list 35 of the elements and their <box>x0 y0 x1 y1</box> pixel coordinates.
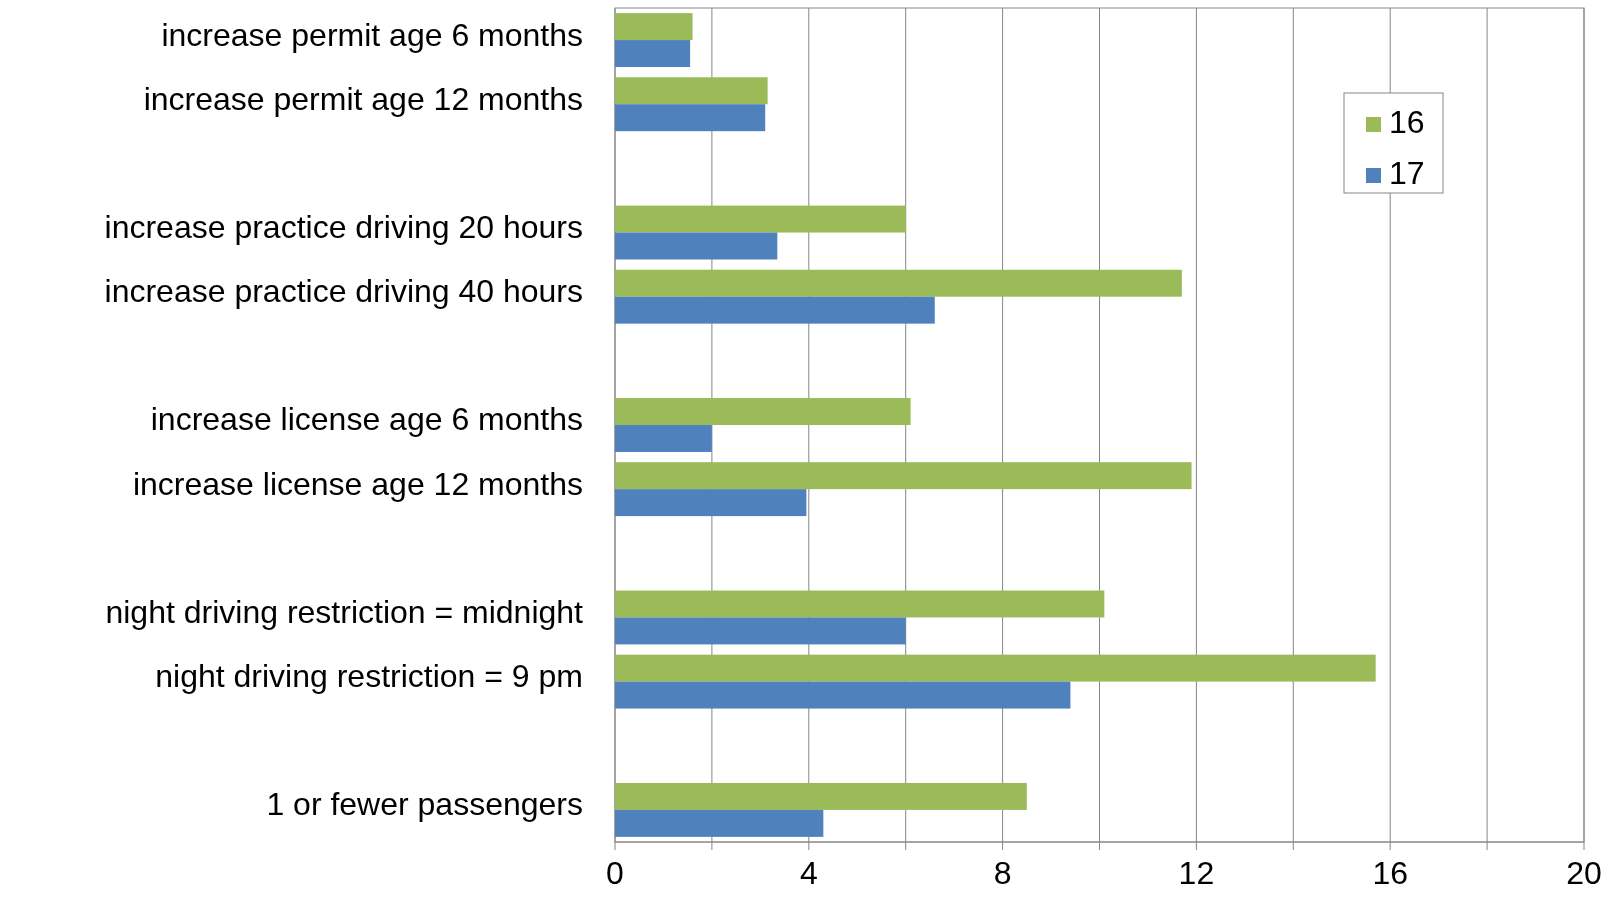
bar <box>615 681 1071 709</box>
x-tick-label: 4 <box>799 855 818 891</box>
x-tick-label: 0 <box>606 855 624 891</box>
bar <box>615 617 906 645</box>
bar <box>615 13 693 41</box>
bar <box>615 269 1182 297</box>
y-tick-label: night driving restriction = midnight <box>105 593 584 630</box>
legend-label: 17 <box>1389 155 1425 192</box>
y-tick-label: increase practice driving 40 hours <box>104 273 583 310</box>
bar <box>615 232 778 260</box>
bar <box>615 462 1192 490</box>
bar <box>615 77 768 105</box>
bar <box>615 425 712 452</box>
x-tick-label: 20 <box>1566 855 1602 891</box>
x-tick-label: 16 <box>1372 855 1408 891</box>
bar <box>615 40 691 68</box>
y-tick-label: increase practice driving 20 hours <box>104 208 583 245</box>
bar <box>615 205 906 233</box>
y-tick-label: increase permit age 12 months <box>143 80 583 117</box>
x-tick-label: 8 <box>993 855 1012 891</box>
bar <box>615 654 1376 682</box>
x-tick-label: 12 <box>1178 855 1215 891</box>
bar <box>615 489 807 517</box>
bar <box>615 809 824 837</box>
bar <box>615 104 766 132</box>
y-tick-label: increase license age 12 months <box>132 465 583 502</box>
legend-label: 16 <box>1389 104 1425 141</box>
y-tick-label: increase license age 6 months <box>150 401 583 438</box>
y-tick-label: 1 or fewer passengers <box>266 786 583 823</box>
bar <box>615 782 1027 810</box>
y-tick-label: night driving restriction = 9 pm <box>155 658 583 695</box>
bar <box>615 590 1105 618</box>
y-tick-label: increase permit age 6 months <box>161 16 583 53</box>
bar <box>615 296 935 324</box>
bar <box>615 398 911 425</box>
